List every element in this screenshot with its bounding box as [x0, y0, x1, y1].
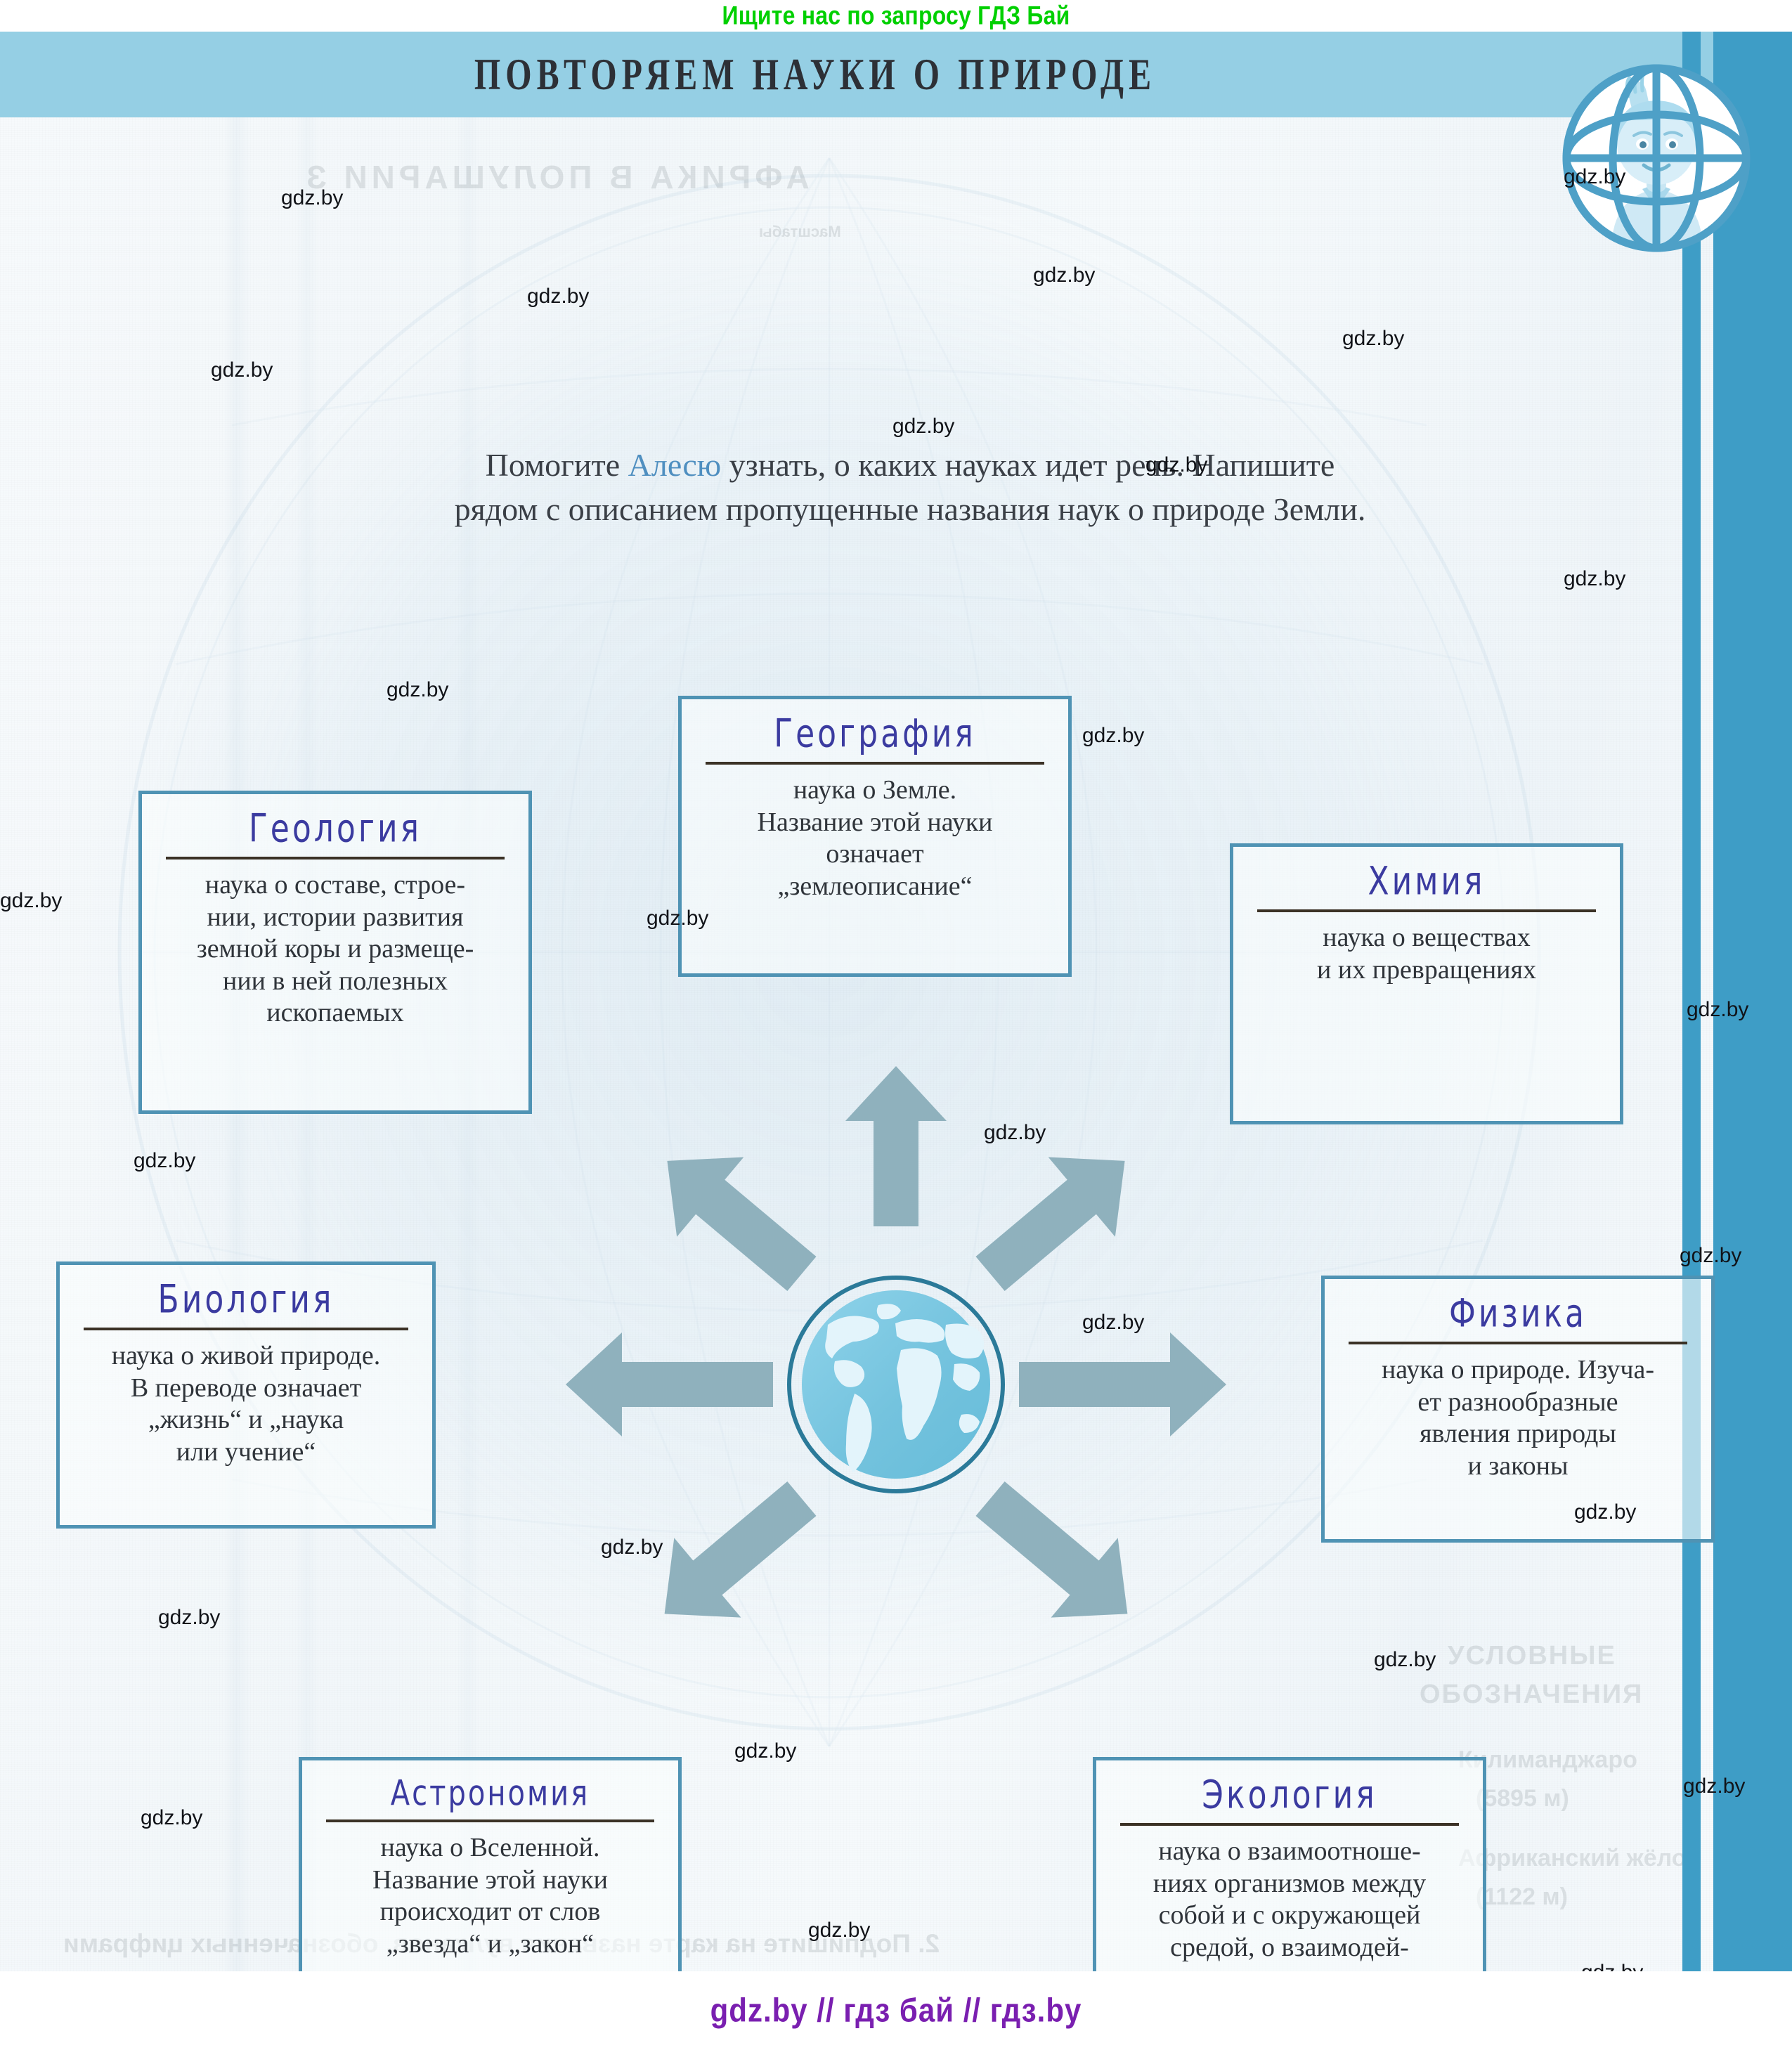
- desc-line: наука о взаимоотноше-: [1158, 1836, 1421, 1866]
- desc-line: нии в ней полезных: [223, 966, 448, 996]
- desc-line: явления природы: [1420, 1419, 1616, 1449]
- site-promo-banner: Ищите нас по запросу ГДЗ Бай: [0, 0, 1792, 32]
- card-title-astronomy: Астрономия: [390, 1773, 590, 1814]
- card-title-physics: Физика: [1448, 1291, 1587, 1337]
- instruction-part-1: Помогите: [485, 447, 628, 483]
- desc-line: наука о составе, строе-: [204, 870, 466, 900]
- desc-line: ископаемых: [266, 998, 404, 1028]
- desc-line: ет разнообразные: [1417, 1387, 1618, 1417]
- card-description-ecology: наука о взаимоотноше-ниях организмов меж…: [1096, 1836, 1483, 1971]
- card-description-astronomy: наука о Вселенной. Название этой науки про…: [302, 1832, 678, 1960]
- desc-line: собой и с окружающей: [1158, 1900, 1421, 1931]
- instruction-name: Алесю: [628, 447, 722, 483]
- answer-rule: [84, 1328, 408, 1330]
- card-description-physics: наука о природе. Изуча-ет разнообразные я…: [1325, 1354, 1711, 1482]
- answer-rule: [1257, 909, 1596, 912]
- site-promo-text: Ищите нас по запросу ГДЗ Бай: [722, 1, 1070, 30]
- science-card-chemistry[interactable]: Химия наука о веществах и их превращениях: [1230, 843, 1623, 1124]
- arrow-down-left: [664, 1481, 817, 1618]
- card-description-chemistry: наука о веществах и их превращениях: [1233, 922, 1620, 986]
- science-card-geography[interactable]: География наука о Земле. Название этой на…: [678, 696, 1072, 977]
- earth-globe-icon: [787, 1276, 1005, 1493]
- instruction-text: Помогите Алесю узнать, о каких науках ид…: [365, 443, 1455, 531]
- card-title-chemistry: Химия: [1368, 859, 1486, 904]
- desc-line: „землеописание“: [777, 871, 973, 901]
- page-title: ПОВТОРЯЕМ НАУКИ О ПРИРОДЕ: [474, 50, 1157, 99]
- site-footer: gdz.by // гдз бай // гдз.by: [0, 1971, 1792, 2050]
- desc-line: средой, о взаимодей-: [1170, 1932, 1409, 1962]
- desc-line: Название этой науки: [757, 807, 993, 837]
- desc-line: „звезда“ и „закон“: [386, 1928, 595, 1959]
- page-edge-bar-inner: [1682, 32, 1701, 1971]
- arrow-up-left: [667, 1157, 817, 1292]
- desc-line: нии, истории развития: [207, 902, 464, 932]
- site-footer-text: gdz.by // гдз бай // гдз.by: [710, 1992, 1082, 2029]
- card-title-geology: Геология: [248, 806, 422, 852]
- instruction-part-2: узнать, о каких науках идет речь. Напиши…: [721, 447, 1335, 483]
- answer-rule: [326, 1819, 654, 1822]
- desc-line: наука о живой природе.: [111, 1341, 381, 1370]
- desc-line: ствии человека и природы: [1140, 1964, 1439, 1971]
- desc-line: земной коры и размеще-: [196, 934, 474, 964]
- desc-line: В переводе означает: [130, 1373, 362, 1403]
- card-title-ecology: Экология: [1202, 1772, 1377, 1818]
- answer-rule: [1349, 1342, 1687, 1344]
- answer-rule: [1120, 1823, 1459, 1826]
- desc-line: означает: [826, 839, 924, 869]
- arrow-right: [1019, 1332, 1226, 1436]
- science-card-biology[interactable]: Биология наука о живой природе. В перевод…: [56, 1261, 436, 1529]
- card-title-geography: География: [774, 711, 976, 757]
- desc-line: наука о природе. Изуча-: [1381, 1355, 1655, 1384]
- card-description-geology: наука о составе, строе-нии, истории разв…: [142, 869, 528, 1030]
- science-card-astronomy[interactable]: Астрономия наука о Вселенной. Название эт…: [299, 1757, 682, 1971]
- desc-line: Название этой науки: [372, 1864, 608, 1895]
- boy-in-globe-icon: [1562, 64, 1751, 252]
- science-card-physics[interactable]: Физика наука о природе. Изуча-ет разнооб…: [1321, 1276, 1715, 1543]
- desc-line: ниях организмов между: [1153, 1868, 1427, 1898]
- desc-line: или учение“: [176, 1436, 316, 1467]
- desc-line: и законы: [1467, 1451, 1569, 1481]
- instruction-line-2: рядом с описанием пропущенные названия н…: [454, 491, 1366, 527]
- page-edge-bar-outer: [1713, 32, 1792, 1971]
- arrow-down-right: [975, 1481, 1128, 1618]
- science-card-ecology[interactable]: Экология наука о взаимоотноше-ниях орган…: [1093, 1757, 1486, 1971]
- arrow-layer: [566, 1066, 1226, 1618]
- page-header-band: ПОВТОРЯЕМ НАУКИ О ПРИРОДЕ: [0, 32, 1792, 117]
- card-title-biology: Биология: [157, 1277, 335, 1323]
- card-description-biology: наука о живой природе. В переводе означае…: [60, 1340, 432, 1468]
- answer-rule: [166, 857, 505, 859]
- card-description-geography: наука о Земле. Название этой науки означае…: [682, 774, 1068, 902]
- arrow-left: [566, 1332, 773, 1436]
- desc-line: наука о Земле.: [793, 775, 957, 805]
- desc-line: происходит от слов: [379, 1897, 601, 1927]
- desc-line: и их превращениях: [1317, 954, 1536, 985]
- arrow-up: [845, 1066, 947, 1226]
- science-card-geology[interactable]: Геология наука о составе, строе-нии, ист…: [138, 791, 532, 1114]
- answer-rule: [706, 762, 1044, 765]
- desc-line: наука о Вселенной.: [380, 1833, 600, 1862]
- workbook-page: АФРИКА В ПОЛУШАРИИ З Масштабы УСЛОВНЫЕ О…: [0, 32, 1792, 1971]
- arrow-up-right: [975, 1157, 1125, 1292]
- desc-line: „жизнь“ и „наука: [148, 1405, 344, 1435]
- desc-line: наука о веществах: [1323, 923, 1531, 952]
